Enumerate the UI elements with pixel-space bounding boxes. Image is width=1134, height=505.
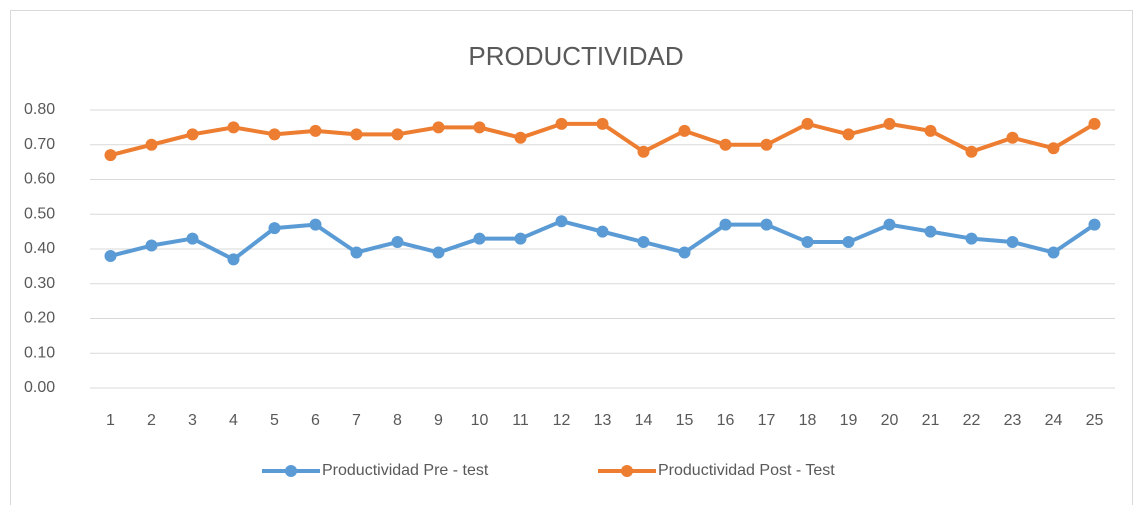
point [1047,142,1060,155]
point [883,117,896,130]
y-tick-label: 0.70 [24,136,55,153]
point [391,236,404,249]
point [842,236,855,249]
y-tick-label: 0.00 [24,379,55,396]
legend-marker [621,465,633,477]
x-tick-label: 17 [758,412,776,429]
x-tick-label: 8 [393,412,402,429]
x-tick-label: 6 [311,412,320,429]
point [842,128,855,141]
x-tick-label: 16 [717,412,735,429]
point [350,246,363,259]
x-tick-label: 3 [188,412,197,429]
x-tick-label: 1 [106,412,115,429]
x-tick-label: 18 [799,412,817,429]
x-tick-label: 13 [594,412,612,429]
point [391,128,404,141]
point [637,236,650,249]
point [801,236,814,249]
point [104,249,117,262]
y-tick-label: 0.80 [24,101,55,118]
point [924,124,937,137]
point [309,218,322,231]
chart-title: PRODUCTIVIDAD [468,41,683,71]
y-tick-label: 0.50 [24,205,55,222]
x-tick-label: 9 [434,412,443,429]
x-tick-label: 21 [922,412,940,429]
point [268,222,281,235]
point [719,138,732,151]
y-tick-label: 0.60 [24,171,55,188]
x-tick-label: 15 [676,412,694,429]
x-tick-label: 12 [553,412,571,429]
point [719,218,732,231]
point [432,121,445,134]
x-tick-label: 5 [270,412,279,429]
point [760,138,773,151]
x-tick-label: 4 [229,412,238,429]
point [678,124,691,137]
legend-marker [285,465,297,477]
point [924,225,937,238]
point [104,149,117,162]
point [227,253,240,266]
point [1088,218,1101,231]
x-tick-label: 7 [352,412,361,429]
point [350,128,363,141]
x-tick-label: 19 [840,412,858,429]
point [883,218,896,231]
point [596,117,609,130]
point [678,246,691,259]
legend-label: Productividad Post - Test [658,462,835,479]
point [145,138,158,151]
x-tick-label: 23 [1004,412,1022,429]
point [596,225,609,238]
point [227,121,240,134]
point [801,117,814,130]
point [1006,236,1019,249]
point [1006,131,1019,144]
point [473,232,486,245]
point [760,218,773,231]
point [186,232,199,245]
x-tick-label: 14 [635,412,653,429]
point [186,128,199,141]
point [473,121,486,134]
point [965,232,978,245]
y-tick-label: 0.20 [24,310,55,327]
point [637,145,650,158]
x-tick-label: 22 [963,412,981,429]
point [432,246,445,259]
point [1088,117,1101,130]
x-tick-label: 20 [881,412,899,429]
point [555,117,568,130]
legend-label: Productividad Pre - test [322,462,489,479]
point [514,232,527,245]
y-tick-label: 0.40 [24,240,55,257]
point [514,131,527,144]
chart-frame [10,10,1133,505]
x-tick-label: 11 [512,412,529,429]
x-tick-label: 2 [147,412,156,429]
y-tick-label: 0.30 [24,275,55,292]
point [555,215,568,228]
point [965,145,978,158]
x-tick-label: 10 [471,412,489,429]
y-tick-label: 0.10 [24,344,55,361]
point [309,124,322,137]
point [1047,246,1060,259]
point [268,128,281,141]
point [145,239,158,252]
x-tick-label: 24 [1045,412,1063,429]
x-tick-label: 25 [1086,412,1104,429]
